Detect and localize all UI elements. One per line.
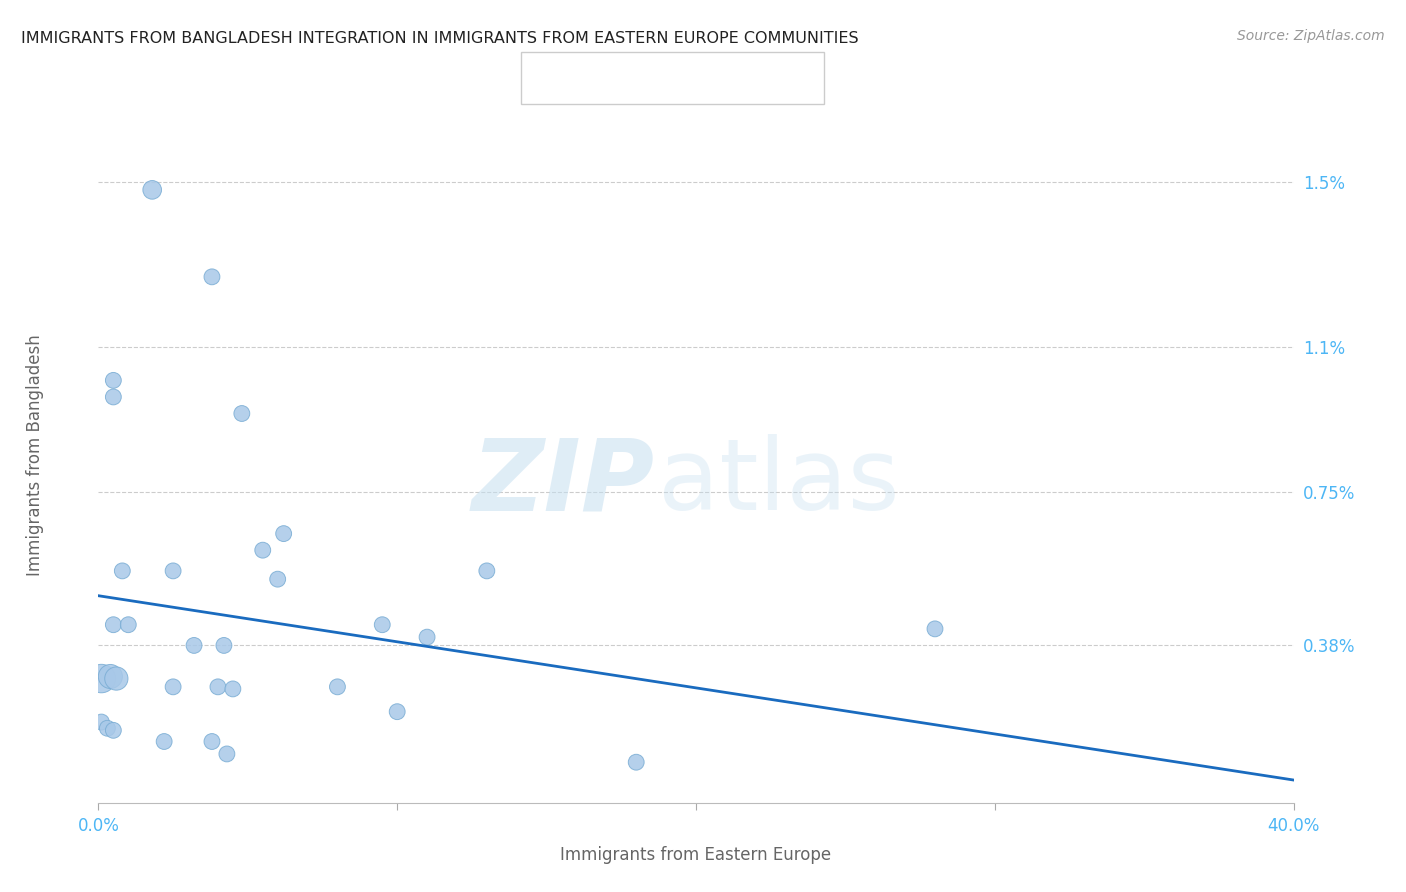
Point (231, 407, 253, 421)
Point (267, 572, 290, 586)
Text: Immigrants from Bangladesh: Immigrants from Bangladesh (27, 334, 44, 576)
Point (111, 564, 134, 578)
Point (103, 390, 125, 404)
Text: IMMIGRANTS FROM BANGLADESH INTEGRATION IN IMMIGRANTS FROM EASTERN EUROPE COMMUNI: IMMIGRANTS FROM BANGLADESH INTEGRATION I… (21, 31, 859, 46)
Point (371, 617, 394, 632)
Text: -0.197: -0.197 (610, 68, 678, 88)
Point (201, 734, 224, 748)
Point (105, 672, 128, 686)
Point (153, 734, 176, 748)
Point (326, 680, 349, 694)
Text: R =: R = (543, 68, 588, 88)
Point (416, 630, 439, 644)
X-axis label: Immigrants from Eastern Europe: Immigrants from Eastern Europe (561, 846, 831, 863)
Text: ZIP: ZIP (471, 434, 654, 532)
Point (215, 747, 238, 761)
Point (273, 526, 295, 541)
Point (162, 680, 184, 694)
Text: N =: N = (697, 68, 744, 88)
Point (96, 721, 118, 735)
Point (201, 269, 224, 284)
Point (103, 617, 125, 632)
Point (183, 639, 205, 653)
FancyBboxPatch shape (520, 52, 824, 104)
Text: Source: ZipAtlas.com: Source: ZipAtlas.com (1237, 29, 1385, 43)
Point (103, 373, 125, 387)
Text: atlas: atlas (658, 434, 900, 532)
Text: 33: 33 (765, 68, 792, 88)
Point (212, 639, 235, 653)
Point (103, 723, 125, 738)
Point (207, 680, 229, 694)
Point (385, 705, 409, 719)
Point (475, 564, 498, 578)
Point (117, 617, 139, 632)
Point (141, 183, 163, 197)
Point (252, 543, 274, 558)
Point (162, 564, 184, 578)
Point (98, 669, 122, 683)
Point (626, 755, 648, 769)
Point (90, 672, 112, 686)
Point (90, 714, 112, 729)
Point (222, 681, 245, 696)
Point (924, 622, 946, 636)
